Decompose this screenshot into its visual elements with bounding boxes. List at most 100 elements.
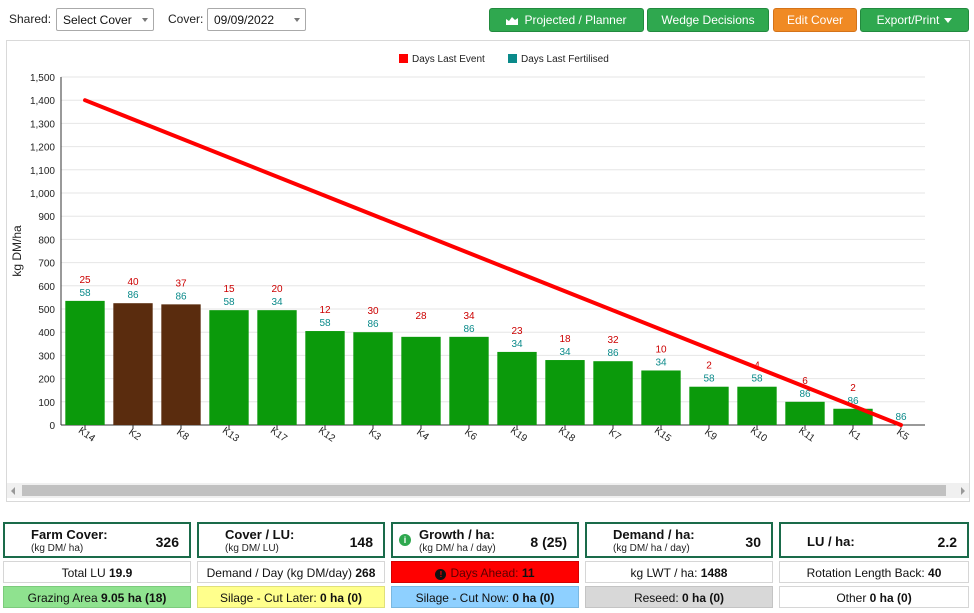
silage-cut-later-cell[interactable]: Silage - Cut Later: 0 ha (0) bbox=[197, 586, 385, 608]
alert-icon: ! bbox=[435, 569, 447, 580]
export-print-button[interactable]: Export/Print bbox=[860, 8, 969, 32]
toolbar: Shared: Select Cover Cover: 09/09/2022 P… bbox=[0, 0, 974, 38]
demand-per-ha-title: Demand / ha: bbox=[613, 527, 695, 542]
days-last-event-label: 25 bbox=[79, 275, 91, 286]
days-last-event-label: 37 bbox=[175, 278, 187, 289]
other-cell[interactable]: Other 0 ha (0) bbox=[779, 586, 969, 608]
days-last-fertilised-label: 58 bbox=[319, 318, 331, 329]
bar[interactable] bbox=[65, 300, 105, 425]
days-last-event-label: 12 bbox=[319, 305, 331, 316]
days-last-event-label: 30 bbox=[367, 306, 379, 317]
y-tick-label: 700 bbox=[38, 259, 55, 270]
farm-cover-unit: (kg DM/ ha) bbox=[31, 543, 84, 554]
x-category-label: K11 bbox=[796, 426, 817, 445]
x-category-label: K15 bbox=[652, 425, 673, 444]
silage-cut-later-value: 0 ha (0) bbox=[320, 591, 363, 605]
other-label: Other bbox=[836, 591, 867, 605]
y-tick-label: 1,100 bbox=[30, 166, 55, 177]
x-category-label: K9 bbox=[702, 427, 719, 443]
x-category-label: K1 bbox=[846, 427, 863, 443]
y-tick-label: 800 bbox=[38, 235, 55, 246]
y-tick-label: 900 bbox=[38, 212, 55, 223]
scroll-right-arrow-icon[interactable] bbox=[961, 487, 965, 495]
growth-per-ha-unit: (kg DM/ ha / day) bbox=[419, 543, 496, 554]
demand-per-day-cell: Demand / Day (kg DM/day) 268 bbox=[197, 561, 385, 583]
total-lu-value: 19.9 bbox=[109, 566, 133, 580]
bar[interactable] bbox=[545, 360, 585, 425]
info-icon[interactable]: i bbox=[399, 534, 411, 546]
projected-planner-button[interactable]: Projected / Planner bbox=[489, 8, 644, 32]
bar[interactable] bbox=[689, 386, 729, 425]
chevron-down-icon bbox=[142, 18, 148, 22]
demand-per-ha-unit: (kg DM/ ha / day) bbox=[613, 543, 690, 554]
bar[interactable] bbox=[305, 331, 345, 425]
cover-per-lu-stat: Cover / LU: (kg DM/ LU) 148 bbox=[197, 522, 385, 558]
shared-select[interactable]: Select Cover bbox=[56, 8, 154, 31]
lu-per-ha-value: 2.2 bbox=[937, 534, 957, 550]
days-last-event-label: 32 bbox=[607, 335, 619, 346]
x-category-label: K6 bbox=[462, 427, 479, 443]
x-category-label: K14 bbox=[76, 425, 97, 444]
days-last-fertilised-label: 34 bbox=[271, 297, 283, 308]
shared-label: Shared: bbox=[9, 12, 52, 26]
rotation-length-label: Rotation Length Back: bbox=[806, 566, 925, 580]
days-last-fertilised-label: 34 bbox=[511, 339, 523, 350]
bar[interactable] bbox=[737, 386, 777, 425]
bar[interactable] bbox=[593, 361, 633, 425]
x-category-label: K19 bbox=[508, 425, 529, 444]
bar[interactable] bbox=[353, 332, 393, 425]
bar[interactable] bbox=[449, 336, 489, 425]
days-last-fertilised-label: 86 bbox=[799, 389, 811, 400]
scroll-left-arrow-icon[interactable] bbox=[11, 487, 15, 495]
silage-cut-now-value: 0 ha (0) bbox=[512, 591, 555, 605]
wedge-decisions-button[interactable]: Wedge Decisions bbox=[647, 8, 769, 32]
bar[interactable] bbox=[209, 310, 249, 425]
y-tick-label: 1,300 bbox=[30, 119, 55, 130]
bar[interactable] bbox=[401, 336, 441, 425]
projected-planner-label: Projected / Planner bbox=[524, 13, 627, 27]
days-last-fertilised-label: 86 bbox=[463, 324, 475, 335]
x-category-label: K13 bbox=[220, 425, 241, 444]
bar[interactable] bbox=[113, 303, 153, 425]
kg-lwt-value: 1488 bbox=[700, 566, 728, 580]
area-chart-icon bbox=[506, 17, 519, 25]
x-category-label: K5 bbox=[894, 427, 911, 443]
bar[interactable] bbox=[497, 351, 537, 425]
days-last-fertilised-label: 86 bbox=[607, 348, 619, 359]
days-last-fertilised-label: 86 bbox=[175, 291, 187, 302]
days-ahead-label: Days Ahead: bbox=[450, 566, 519, 580]
scrollbar-thumb[interactable] bbox=[22, 485, 946, 496]
y-axis-label: kg DM/ha bbox=[10, 225, 24, 277]
lu-per-ha-stat: LU / ha: 2.2 bbox=[779, 522, 969, 558]
demand-per-ha-stat: Demand / ha: (kg DM/ ha / day) 30 bbox=[585, 522, 773, 558]
legend-label[interactable]: Days Last Fertilised bbox=[521, 54, 609, 65]
bar[interactable] bbox=[833, 408, 873, 425]
bar[interactable] bbox=[785, 401, 825, 425]
farm-cover-value: 326 bbox=[155, 534, 179, 550]
export-print-label: Export/Print bbox=[876, 13, 940, 27]
bar[interactable] bbox=[257, 310, 297, 425]
silage-cut-now-cell[interactable]: Silage - Cut Now: 0 ha (0) bbox=[391, 586, 579, 608]
growth-per-ha-value: 8 (25) bbox=[530, 534, 567, 550]
bar[interactable] bbox=[641, 370, 681, 425]
grazing-area-cell[interactable]: Grazing Area 9.05 ha (18) bbox=[3, 586, 191, 608]
reseed-label: Reseed: bbox=[633, 591, 679, 605]
silage-cut-later-label: Silage - Cut Later: bbox=[219, 591, 317, 605]
y-tick-label: 1,000 bbox=[30, 189, 55, 200]
x-category-label: K8 bbox=[174, 427, 191, 443]
farm-cover-title: Farm Cover: bbox=[31, 527, 108, 542]
reseed-cell[interactable]: Reseed: 0 ha (0) bbox=[585, 586, 773, 608]
days-last-fertilised-label: 58 bbox=[79, 288, 91, 299]
chart-horizontal-scrollbar[interactable] bbox=[7, 483, 969, 498]
bar[interactable] bbox=[161, 304, 201, 425]
edit-cover-button[interactable]: Edit Cover bbox=[773, 8, 857, 32]
shared-select-value: Select Cover bbox=[63, 13, 132, 27]
kg-lwt-cell: kg LWT / ha: 1488 bbox=[585, 561, 773, 583]
cover-per-lu-title: Cover / LU: bbox=[225, 527, 295, 542]
y-tick-label: 100 bbox=[38, 398, 55, 409]
cover-date-select[interactable]: 09/09/2022 bbox=[207, 8, 306, 31]
days-last-event-label: 20 bbox=[271, 284, 283, 295]
legend-label[interactable]: Days Last Event bbox=[412, 54, 485, 65]
days-last-fertilised-label: 34 bbox=[655, 357, 667, 368]
x-category-label: K4 bbox=[414, 427, 431, 443]
